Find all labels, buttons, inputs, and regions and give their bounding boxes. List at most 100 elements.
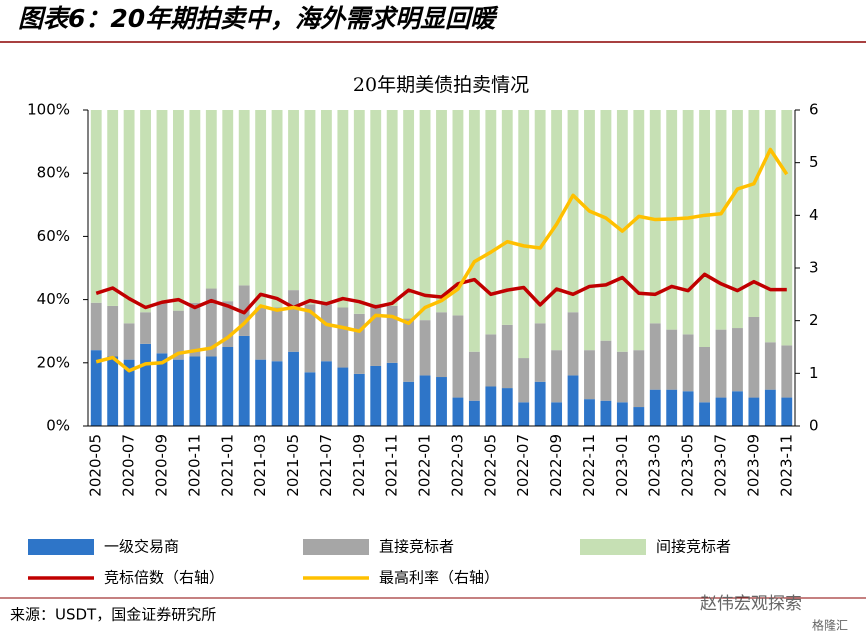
bar-segment: [156, 110, 168, 302]
x-tick-label: 2023-03: [646, 434, 664, 497]
bar-segment: [320, 304, 332, 362]
bar-segment: [189, 356, 201, 426]
bar-segment: [288, 290, 299, 352]
bar-segment: [633, 350, 645, 408]
bar-segment: [764, 342, 776, 390]
bar-segment: [370, 110, 382, 305]
y-tick-label: 40%: [37, 290, 70, 308]
bar-segment: [666, 329, 678, 390]
bar-segment: [452, 397, 464, 426]
bar-segment: [337, 110, 349, 308]
bar-segment: [600, 340, 612, 401]
y2-tick-label: 5: [809, 153, 819, 171]
bar-segment: [468, 400, 480, 426]
bar-segment: [781, 397, 793, 426]
legend-label: 一级交易商: [104, 538, 179, 556]
bar-segment: [205, 110, 217, 289]
header-title: 图表6：20年期拍卖中，海外需求明显回暖: [18, 4, 499, 33]
bar-segment: [534, 110, 546, 324]
bar-segment: [682, 334, 694, 392]
bar-segment: [156, 301, 168, 354]
x-tick-label: 2022-09: [547, 434, 565, 497]
y-tick-label: 20%: [37, 353, 70, 371]
bar-segment: [781, 345, 793, 398]
bar-segment: [90, 302, 102, 351]
bar-segment: [485, 334, 497, 387]
y-tick-label: 100%: [27, 101, 70, 119]
x-tick-label: 2023-05: [679, 434, 697, 497]
bar-segment: [649, 110, 661, 324]
bar-segment: [222, 110, 234, 302]
bar-segment: [682, 110, 694, 335]
bar-segment: [518, 110, 530, 359]
bar-segment: [567, 312, 579, 376]
bar-segment: [123, 110, 135, 324]
x-tick-label: 2020-09: [152, 434, 170, 497]
bar-segment: [781, 110, 793, 346]
bar-segment: [90, 350, 102, 426]
bar-segment: [255, 110, 267, 308]
x-tick-label: 2022-03: [448, 434, 466, 497]
legend-label: 最高利率（右轴）: [379, 569, 499, 587]
bar-segment: [485, 386, 497, 426]
bar-segment: [304, 372, 316, 426]
bar-segment: [189, 110, 201, 303]
y2-tick-label: 3: [809, 259, 819, 277]
x-tick-label: 2022-01: [416, 434, 434, 497]
bar-segment: [501, 388, 513, 426]
x-tick-label: 2020-07: [120, 434, 138, 497]
bar-segment: [140, 312, 151, 344]
x-tick-label: 2021-11: [383, 434, 401, 497]
bar-segment: [468, 351, 480, 401]
bar-segment: [403, 318, 415, 382]
bar-segment: [123, 323, 135, 360]
bar-segment: [748, 397, 760, 426]
bar-segment: [501, 324, 513, 389]
bar-segment: [682, 391, 694, 426]
logo: 格隆汇: [812, 618, 848, 633]
x-tick-label: 2022-07: [514, 434, 532, 497]
bar-segment: [518, 402, 530, 426]
bar-segment: [156, 353, 168, 426]
bar-segment: [304, 110, 316, 305]
x-tick-label: 2021-05: [284, 434, 302, 497]
bar-segment: [320, 110, 332, 305]
bar-segment: [173, 359, 184, 426]
bar-segment: [534, 381, 546, 426]
bar-segment: [715, 110, 727, 330]
bar-segment: [353, 373, 365, 426]
bar-segment: [616, 351, 628, 403]
bar-segment: [732, 391, 743, 426]
x-tick-label: 2021-01: [218, 434, 236, 497]
bar-segment: [271, 307, 283, 362]
bar-segment: [271, 361, 283, 426]
bar-segment: [584, 110, 595, 351]
bar-segment: [90, 110, 102, 303]
legend-label: 竞标倍数（右轴）: [104, 569, 224, 587]
watermark: 赵伟宏观探索: [700, 594, 802, 614]
y-tick-label: 60%: [37, 227, 70, 245]
bar-segment: [436, 110, 447, 313]
bar-segment: [715, 329, 727, 398]
line-series: [95, 147, 789, 373]
bar-segment: [222, 301, 234, 347]
bar-segment: [600, 110, 612, 341]
x-tick-label: 2022-05: [481, 434, 499, 497]
bar-segment: [732, 328, 743, 392]
bar-segment: [173, 110, 184, 311]
bar-segment: [238, 335, 250, 426]
bar-segment: [551, 350, 563, 403]
bar-segment: [633, 407, 645, 426]
bar-segment: [534, 323, 546, 382]
bar-segment: [370, 365, 382, 426]
bar-segment: [699, 347, 710, 403]
y2-tick-label: 1: [809, 364, 819, 382]
bar-segment: [485, 110, 497, 335]
bar-segment: [616, 402, 628, 426]
bar-segment: [518, 358, 530, 403]
bar-segment: [584, 350, 595, 400]
y2-tick-label: 2: [809, 311, 819, 329]
bar-segment: [353, 313, 365, 374]
bar-segment: [255, 359, 267, 426]
